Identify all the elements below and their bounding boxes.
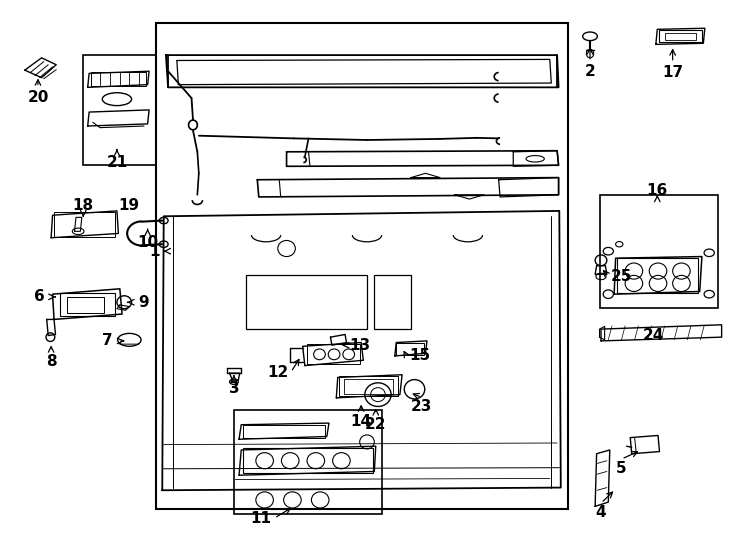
Bar <box>234 410 382 515</box>
Text: 23: 23 <box>411 400 432 415</box>
Bar <box>60 293 115 316</box>
Text: 16: 16 <box>647 183 668 198</box>
Bar <box>374 275 411 329</box>
Text: 24: 24 <box>643 328 664 343</box>
Text: 8: 8 <box>46 354 57 369</box>
Text: 25: 25 <box>611 269 632 284</box>
Text: 22: 22 <box>365 417 387 431</box>
Bar <box>600 195 718 308</box>
Text: 20: 20 <box>27 90 48 105</box>
Text: 4: 4 <box>596 505 606 521</box>
Bar <box>617 258 697 293</box>
Text: 14: 14 <box>351 414 371 429</box>
Text: 10: 10 <box>137 234 159 249</box>
Text: 19: 19 <box>119 198 140 213</box>
Text: 9: 9 <box>139 295 149 310</box>
Text: 1: 1 <box>150 244 160 259</box>
Text: 21: 21 <box>106 155 128 170</box>
Text: 15: 15 <box>409 348 430 363</box>
Bar <box>339 376 398 396</box>
Bar <box>54 212 115 237</box>
Text: 18: 18 <box>73 198 94 213</box>
Text: 13: 13 <box>349 338 370 353</box>
Text: 12: 12 <box>267 364 288 380</box>
Bar <box>665 32 696 40</box>
Text: 17: 17 <box>662 65 683 80</box>
Text: 11: 11 <box>250 511 272 526</box>
Text: 3: 3 <box>228 381 239 396</box>
Bar <box>243 448 373 473</box>
Bar <box>156 23 568 509</box>
Bar <box>247 275 367 329</box>
Bar <box>307 344 360 364</box>
Bar <box>68 297 103 313</box>
Bar <box>243 425 324 437</box>
Bar <box>396 342 424 355</box>
Bar <box>90 72 146 86</box>
Text: 2: 2 <box>585 64 595 79</box>
Text: 6: 6 <box>34 289 45 305</box>
Bar <box>83 55 156 165</box>
Bar <box>344 379 393 394</box>
Bar <box>659 30 702 42</box>
Text: 7: 7 <box>102 333 113 348</box>
Text: 5: 5 <box>616 461 627 476</box>
